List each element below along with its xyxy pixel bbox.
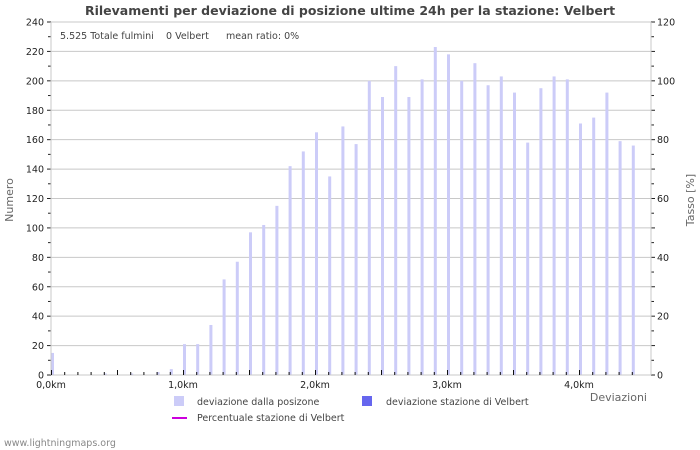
bar-all-deviation xyxy=(288,166,292,375)
gridlines xyxy=(51,21,651,347)
y-tick-label: 220 xyxy=(26,47,44,58)
y-tick-label: 120 xyxy=(26,194,44,205)
total-strikes-text: 5.525 Totale fulmini xyxy=(60,31,154,42)
mean-ratio-text: mean ratio: 0% xyxy=(226,31,299,42)
bar-all-deviation xyxy=(579,123,582,375)
y2-tick-label: 80 xyxy=(657,135,669,146)
y2-tick-label: 60 xyxy=(657,194,669,205)
bar-all-deviation xyxy=(407,97,411,375)
bar-all-deviation xyxy=(275,205,279,375)
y-tick-label: 0 xyxy=(38,371,44,382)
axes xyxy=(47,21,655,376)
bar-all-deviation xyxy=(328,176,332,375)
y-tick-label: 200 xyxy=(26,76,44,87)
bar-all-deviation xyxy=(526,142,530,375)
y2-tick-label: 40 xyxy=(657,253,669,264)
y-tick-label: 40 xyxy=(32,312,44,323)
bar-all-deviation xyxy=(473,63,477,375)
bar-all-deviation xyxy=(565,79,569,376)
bar-all-deviation xyxy=(222,279,226,375)
bar-all-deviation xyxy=(631,145,635,375)
bar-all-deviation xyxy=(183,344,186,375)
x-tick-label: 1,0km xyxy=(168,380,198,391)
y2-tick-label: 20 xyxy=(657,312,669,323)
y2-tick-label: 0 xyxy=(657,371,663,382)
y-tick-label: 60 xyxy=(32,282,44,293)
bar-all-deviation xyxy=(552,76,556,375)
x-axis-label: Deviazioni xyxy=(590,391,647,404)
x-tick-label: 0,0km xyxy=(36,380,66,391)
x-tick-label: 4,0km xyxy=(564,380,594,391)
bar-all-deviation xyxy=(196,344,200,375)
bar-all-deviation xyxy=(486,85,490,375)
bar-all-deviation xyxy=(605,92,609,375)
bar-all-deviation xyxy=(420,79,424,376)
y-tick-label: 180 xyxy=(26,106,44,117)
bar-all-deviation xyxy=(354,144,358,375)
bar-all-deviation xyxy=(618,141,622,375)
y2-tick-label: 100 xyxy=(657,76,675,87)
bar-all-deviation xyxy=(592,117,596,376)
y-tick-label: 140 xyxy=(26,165,44,176)
bar-all-deviation xyxy=(301,151,305,375)
bar-all-deviation xyxy=(209,324,213,375)
y-tick-label: 100 xyxy=(26,223,44,234)
bar-all-deviation xyxy=(315,132,318,375)
legend-label-station-deviation: deviazione stazione di Velbert xyxy=(386,397,529,408)
legend-swatch-station-deviation xyxy=(362,396,372,406)
bar-all-deviation xyxy=(169,369,173,375)
y-tick-label: 80 xyxy=(32,253,44,264)
bar-all-deviation xyxy=(130,373,134,375)
x-tick-label: 3,0km xyxy=(432,380,462,391)
bars xyxy=(51,47,635,376)
bar-all-deviation xyxy=(499,76,503,375)
bar-all-deviation xyxy=(394,66,398,375)
y-tick-label: 240 xyxy=(26,18,44,29)
y-tick-label: 160 xyxy=(26,135,44,146)
bar-all-deviation xyxy=(381,97,384,375)
footer-credit: www.lightningmaps.org xyxy=(4,438,116,449)
bar-all-deviation xyxy=(51,352,54,375)
legend-label-all-deviation: deviazione dalla posizone xyxy=(197,397,320,408)
bar-all-deviation xyxy=(513,92,516,375)
bar-all-deviation xyxy=(447,54,450,375)
station-count-text: 0 Velbert xyxy=(166,31,209,42)
bar-all-deviation xyxy=(367,80,371,375)
bar-all-deviation xyxy=(341,126,345,375)
bar-all-deviation xyxy=(235,261,239,375)
y2-tick-label: 120 xyxy=(657,18,675,29)
bar-all-deviation xyxy=(249,232,252,375)
bar-all-deviation xyxy=(262,224,266,375)
bar-all-deviation xyxy=(433,47,437,376)
bar-all-deviation xyxy=(539,88,543,375)
y-tick-label: 20 xyxy=(32,341,44,352)
legend-label-station-ratio: Percentuale stazione di Velbert xyxy=(197,413,345,424)
y-axis-left-label: Numero xyxy=(3,178,16,222)
bar-all-deviation xyxy=(103,373,107,375)
chart-title: Rilevamenti per deviazione di posizione … xyxy=(84,3,616,18)
bar-all-deviation xyxy=(460,80,464,375)
tick-labels: 0 20 40 60 80 100 120 140 160 180 200 220 240 0 20 40 60… xyxy=(26,18,675,392)
bar-all-deviation xyxy=(156,372,160,375)
legend-swatch-all-deviation xyxy=(174,396,184,406)
x-tick-label: 2,0km xyxy=(300,380,330,391)
y-axis-right-label: Tasso [%] xyxy=(684,174,697,227)
